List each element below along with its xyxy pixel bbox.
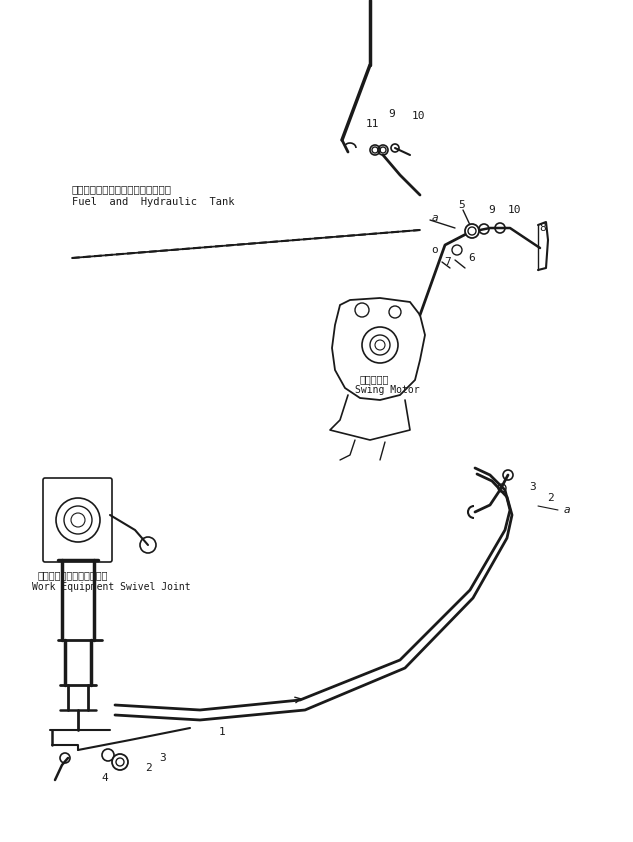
Text: 3: 3 xyxy=(160,753,166,763)
Circle shape xyxy=(112,754,128,770)
Text: a: a xyxy=(432,213,439,223)
Text: Swing Motor: Swing Motor xyxy=(355,385,420,395)
Text: 旋回モータ: 旋回モータ xyxy=(360,374,389,384)
FancyBboxPatch shape xyxy=(43,478,112,562)
Text: 5: 5 xyxy=(459,200,465,210)
Text: 9: 9 xyxy=(389,109,396,119)
Text: 4: 4 xyxy=(102,773,108,783)
Text: 8: 8 xyxy=(539,223,546,233)
Text: 10: 10 xyxy=(411,111,425,121)
Text: 3: 3 xyxy=(530,482,536,492)
Text: Work Equipment Swivel Joint: Work Equipment Swivel Joint xyxy=(32,582,191,592)
Text: o: o xyxy=(432,245,439,255)
Text: 10: 10 xyxy=(507,205,521,215)
Text: 2: 2 xyxy=(144,763,151,773)
Text: a: a xyxy=(563,505,570,515)
Text: 9: 9 xyxy=(489,205,496,215)
Text: 6: 6 xyxy=(468,253,475,263)
Text: Fuel  and  Hydraulic  Tank: Fuel and Hydraulic Tank xyxy=(72,197,234,207)
Text: 作業機スイベルジョイント: 作業機スイベルジョイント xyxy=(38,570,108,580)
Text: 7: 7 xyxy=(444,257,451,267)
Text: 11: 11 xyxy=(365,119,379,129)
Text: フェルおよびハイドロリックタンク: フェルおよびハイドロリックタンク xyxy=(72,184,172,194)
Text: 2: 2 xyxy=(547,493,553,503)
Circle shape xyxy=(465,224,479,238)
Text: 1: 1 xyxy=(218,727,225,737)
